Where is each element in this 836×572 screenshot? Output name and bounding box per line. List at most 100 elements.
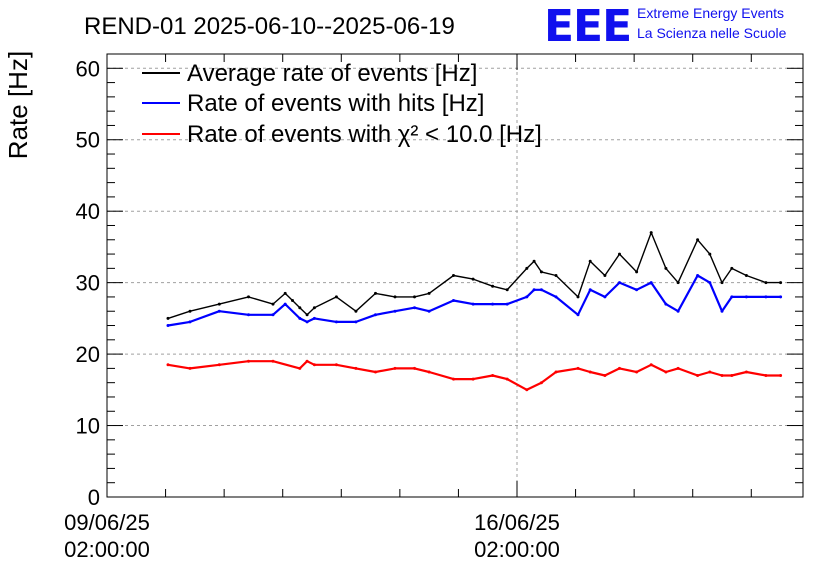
data-point bbox=[779, 295, 783, 299]
y-tick-label: 20 bbox=[76, 342, 100, 367]
data-point bbox=[720, 374, 724, 377]
data-point bbox=[188, 320, 192, 324]
data-point bbox=[305, 320, 309, 324]
data-point bbox=[618, 252, 621, 256]
data-point bbox=[764, 281, 768, 285]
data-point bbox=[730, 374, 734, 377]
data-point bbox=[471, 302, 475, 306]
data-point bbox=[271, 302, 275, 306]
data-point bbox=[635, 270, 639, 274]
data-point bbox=[471, 277, 475, 281]
data-point bbox=[576, 366, 580, 370]
data-point bbox=[312, 363, 316, 367]
eee-logo: EEE Extreme Energy Events La Scienza nel… bbox=[544, 1, 787, 52]
data-point bbox=[393, 366, 397, 370]
axes bbox=[106, 53, 804, 498]
data-point bbox=[588, 370, 592, 374]
data-point bbox=[217, 309, 221, 313]
data-point bbox=[271, 313, 275, 317]
data-point bbox=[354, 309, 358, 313]
data-point bbox=[603, 374, 607, 377]
data-point bbox=[491, 302, 495, 306]
data-point bbox=[427, 291, 431, 295]
data-point bbox=[305, 359, 309, 363]
data-point bbox=[427, 309, 431, 313]
data-point bbox=[283, 291, 287, 295]
data-point bbox=[764, 295, 768, 299]
data-point bbox=[354, 366, 358, 370]
legend-entry: Average rate of events [Hz] bbox=[187, 60, 477, 87]
data-point bbox=[532, 259, 536, 263]
data-point bbox=[676, 281, 680, 285]
data-point bbox=[166, 324, 170, 327]
data-point bbox=[188, 309, 192, 313]
data-point bbox=[217, 363, 221, 367]
data-point bbox=[554, 370, 558, 374]
data-point bbox=[298, 316, 302, 320]
data-point bbox=[676, 366, 680, 370]
data-point bbox=[664, 370, 668, 374]
data-point bbox=[393, 295, 397, 299]
y-tick-label: 40 bbox=[76, 199, 100, 224]
series-layer bbox=[166, 231, 783, 392]
y-tick-labels: 0 10 20 30 40 50 60 bbox=[76, 56, 100, 510]
data-point bbox=[247, 313, 250, 317]
data-point bbox=[305, 313, 309, 317]
data-point bbox=[649, 363, 653, 367]
data-point bbox=[188, 366, 192, 370]
data-point bbox=[413, 295, 416, 299]
data-point bbox=[664, 266, 668, 270]
data-point bbox=[505, 302, 509, 306]
data-point bbox=[247, 359, 250, 363]
data-point bbox=[588, 288, 592, 292]
data-point bbox=[354, 320, 358, 324]
data-point bbox=[166, 363, 170, 367]
data-point bbox=[696, 374, 700, 377]
data-point bbox=[554, 295, 558, 299]
logo-text: EEE bbox=[544, 1, 631, 52]
data-point bbox=[618, 281, 621, 285]
data-point bbox=[744, 274, 748, 277]
data-point bbox=[730, 266, 734, 270]
x-tick-label-time: 02:00:00 bbox=[474, 537, 560, 562]
logo-line-2: La Scienza nelle Scuole bbox=[637, 25, 787, 41]
data-point bbox=[676, 309, 680, 313]
data-point bbox=[603, 295, 607, 299]
data-point bbox=[166, 316, 170, 320]
data-point bbox=[374, 313, 377, 317]
data-point bbox=[312, 316, 316, 320]
x-tick-label-date: 16/06/25 bbox=[474, 510, 560, 535]
data-point bbox=[744, 295, 748, 299]
series-line-1 bbox=[167, 231, 781, 320]
data-point bbox=[452, 274, 455, 277]
logo-line-1: Extreme Energy Events bbox=[637, 5, 784, 21]
legend-entry: Rate of events with hits [Hz] bbox=[187, 90, 484, 117]
data-point bbox=[471, 377, 475, 381]
data-point bbox=[525, 295, 529, 299]
data-point bbox=[217, 302, 221, 306]
data-point bbox=[413, 366, 416, 370]
grid-lines bbox=[107, 54, 803, 497]
data-point bbox=[720, 309, 724, 313]
data-point bbox=[505, 377, 509, 381]
x-tick-label-time: 02:00:00 bbox=[64, 537, 150, 562]
legend: Average rate of events [Hz] Rate of event… bbox=[142, 60, 542, 148]
data-point bbox=[554, 274, 558, 277]
y-tick-label: 50 bbox=[76, 128, 100, 153]
x-tick-label-date: 09/06/25 bbox=[64, 510, 150, 535]
data-point bbox=[413, 306, 416, 310]
data-point bbox=[708, 281, 712, 285]
data-point bbox=[334, 295, 338, 299]
data-point bbox=[708, 252, 712, 256]
data-point bbox=[505, 288, 509, 292]
data-point bbox=[635, 370, 639, 374]
chart-title: REND-01 2025-06-10--2025-06-19 bbox=[84, 13, 455, 40]
data-point bbox=[525, 266, 529, 270]
data-point bbox=[618, 366, 621, 370]
legend-entry: Rate of events with χ² < 10.0 [Hz] bbox=[187, 121, 542, 148]
data-point bbox=[588, 259, 592, 263]
data-point bbox=[491, 374, 495, 377]
data-point bbox=[374, 291, 377, 295]
data-point bbox=[491, 284, 495, 288]
y-tick-label: 10 bbox=[76, 414, 100, 439]
